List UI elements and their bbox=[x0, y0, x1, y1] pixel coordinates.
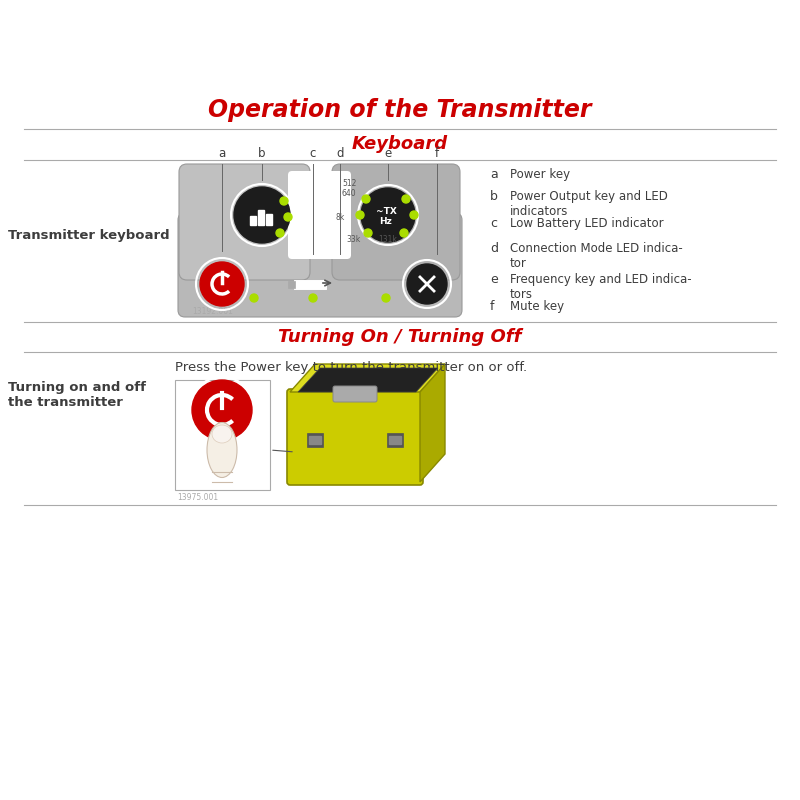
Circle shape bbox=[284, 213, 292, 221]
Circle shape bbox=[192, 380, 252, 440]
Circle shape bbox=[382, 294, 390, 302]
Text: e: e bbox=[490, 273, 498, 286]
Text: Connection Mode LED indica-
tor: Connection Mode LED indica- tor bbox=[510, 242, 682, 270]
Ellipse shape bbox=[207, 422, 237, 478]
Circle shape bbox=[200, 262, 244, 306]
Bar bbox=[389, 436, 401, 444]
Circle shape bbox=[356, 211, 364, 219]
Text: Turning on and off: Turning on and off bbox=[8, 381, 146, 394]
Circle shape bbox=[362, 195, 370, 203]
Polygon shape bbox=[420, 364, 445, 482]
Text: 8k: 8k bbox=[336, 213, 346, 222]
Text: a: a bbox=[218, 147, 226, 160]
Text: a: a bbox=[490, 168, 498, 181]
Text: Mute key: Mute key bbox=[510, 300, 564, 313]
Text: Keyboard: Keyboard bbox=[352, 135, 448, 153]
Bar bbox=[266, 214, 272, 225]
Text: f: f bbox=[490, 300, 494, 313]
Circle shape bbox=[410, 211, 418, 219]
Text: Operation of the Transmitter: Operation of the Transmitter bbox=[208, 98, 592, 122]
Text: e: e bbox=[384, 147, 392, 160]
Text: Transmitter keyboard: Transmitter keyboard bbox=[8, 229, 170, 242]
Text: Power key: Power key bbox=[510, 168, 570, 181]
Text: 33k: 33k bbox=[346, 234, 360, 243]
Text: the transmitter: the transmitter bbox=[8, 395, 123, 409]
FancyBboxPatch shape bbox=[288, 171, 351, 259]
Text: Hz: Hz bbox=[380, 217, 392, 226]
Text: f: f bbox=[435, 147, 439, 160]
Text: 512: 512 bbox=[342, 178, 356, 187]
Bar bbox=[288, 281, 295, 288]
Circle shape bbox=[250, 294, 258, 302]
FancyBboxPatch shape bbox=[332, 164, 460, 280]
Bar bbox=[307, 433, 323, 447]
FancyBboxPatch shape bbox=[287, 389, 423, 485]
Bar bbox=[309, 436, 321, 444]
Circle shape bbox=[402, 195, 410, 203]
Circle shape bbox=[407, 264, 447, 304]
Circle shape bbox=[364, 229, 372, 237]
Circle shape bbox=[309, 294, 317, 302]
Text: Frequency key and LED indica-
tors: Frequency key and LED indica- tors bbox=[510, 273, 692, 301]
Text: b: b bbox=[258, 147, 266, 160]
FancyBboxPatch shape bbox=[179, 164, 310, 280]
Circle shape bbox=[400, 229, 408, 237]
Text: c: c bbox=[490, 217, 497, 230]
Polygon shape bbox=[298, 368, 438, 392]
Bar bbox=[258, 210, 264, 225]
FancyBboxPatch shape bbox=[178, 213, 462, 317]
Text: b: b bbox=[490, 190, 498, 203]
Bar bbox=[294, 280, 326, 289]
Text: 13192.001: 13192.001 bbox=[192, 307, 233, 317]
Circle shape bbox=[276, 229, 284, 237]
Bar bbox=[387, 433, 403, 447]
Circle shape bbox=[361, 188, 415, 242]
Text: ~TX: ~TX bbox=[375, 207, 397, 217]
Ellipse shape bbox=[212, 425, 232, 443]
Text: 131k: 131k bbox=[378, 234, 397, 243]
Text: Press the Power key to turn the transmitter on or off.: Press the Power key to turn the transmit… bbox=[175, 362, 527, 374]
Text: Low Battery LED indicator: Low Battery LED indicator bbox=[510, 217, 664, 230]
Text: Power Output key and LED
indicators: Power Output key and LED indicators bbox=[510, 190, 668, 218]
Bar bbox=[250, 216, 256, 225]
Text: d: d bbox=[490, 242, 498, 255]
Text: Turning On / Turning Off: Turning On / Turning Off bbox=[278, 328, 522, 346]
Polygon shape bbox=[290, 364, 445, 392]
FancyBboxPatch shape bbox=[175, 380, 270, 490]
Text: c: c bbox=[310, 147, 316, 160]
Circle shape bbox=[280, 197, 288, 205]
FancyBboxPatch shape bbox=[333, 386, 377, 402]
Text: 13975.001: 13975.001 bbox=[177, 494, 218, 502]
Text: d: d bbox=[336, 147, 344, 160]
Text: 640: 640 bbox=[342, 190, 357, 198]
Circle shape bbox=[234, 187, 290, 243]
